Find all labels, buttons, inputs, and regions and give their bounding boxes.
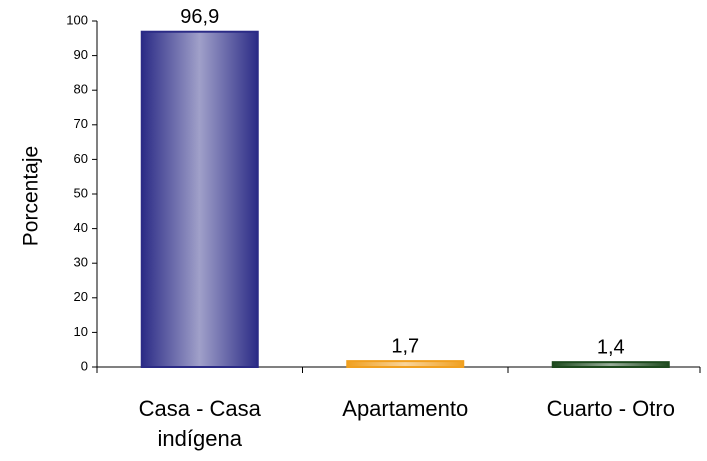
x-tick-label: Casa - Casa indígena xyxy=(138,396,261,451)
x-tick-label: Apartamento xyxy=(342,396,469,421)
bar xyxy=(140,30,259,368)
value-label: 96,9 xyxy=(180,6,219,28)
bar xyxy=(551,361,670,369)
y-tick-label: 60 xyxy=(74,151,88,166)
y-tick-label: 50 xyxy=(74,185,88,200)
y-tick-label: 10 xyxy=(74,324,88,339)
y-tick-label: 0 xyxy=(81,358,88,373)
y-tick-label: 30 xyxy=(74,255,88,270)
value-label: 1,7 xyxy=(391,335,419,357)
y-tick-label: 80 xyxy=(74,82,88,97)
y-tick-label: 20 xyxy=(74,289,88,304)
bar xyxy=(346,360,465,369)
y-tick-label: 90 xyxy=(74,47,88,62)
y-tick-label: 40 xyxy=(74,220,88,235)
y-axis-label: Porcentaje xyxy=(20,146,43,246)
x-tick-label: Cuarto - Otro xyxy=(546,396,675,421)
y-tick-label: 70 xyxy=(74,116,88,131)
value-label: 1,4 xyxy=(597,336,625,358)
y-tick-label: 100 xyxy=(66,12,88,27)
